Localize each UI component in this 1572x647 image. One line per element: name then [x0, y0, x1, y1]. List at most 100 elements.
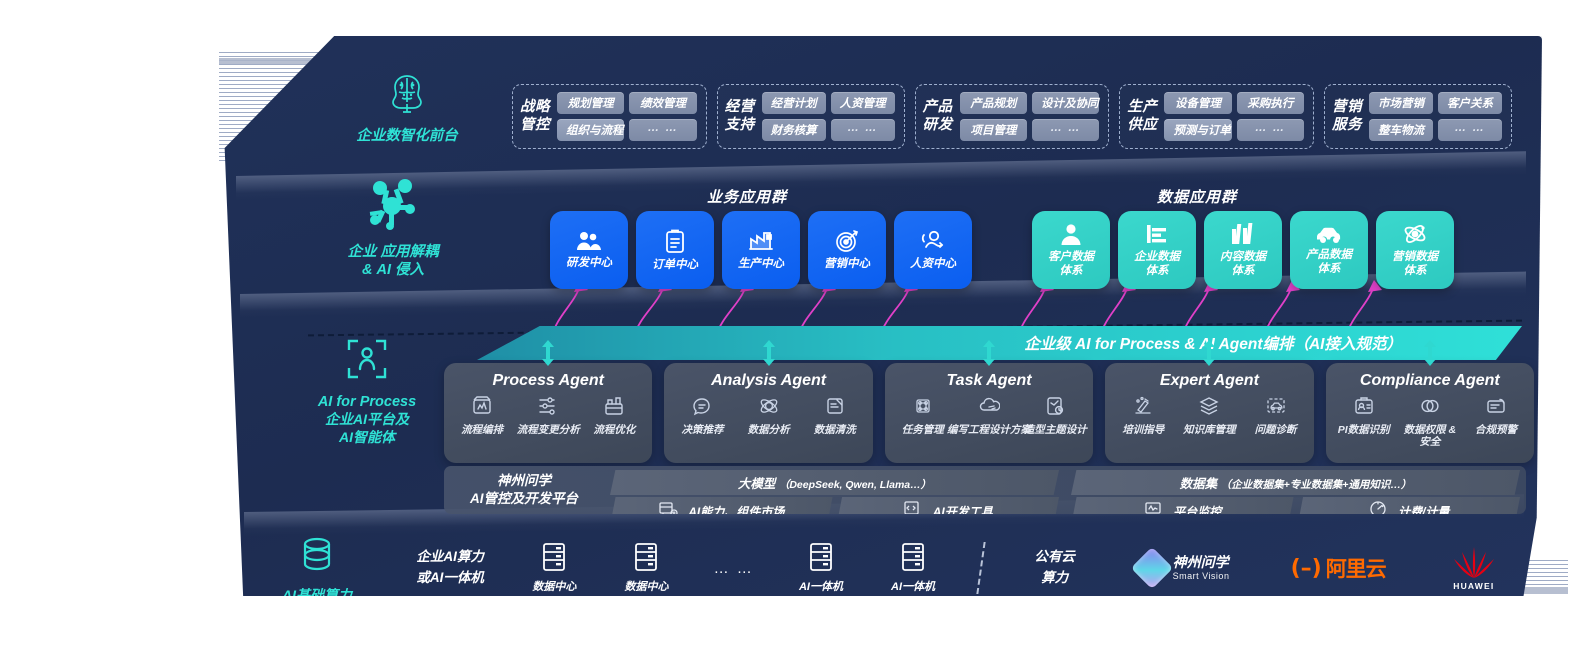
domain-box-manufacturing-supply[interactable]: 生产 供应 设备管理 采购执行 预测与订单 … …	[1119, 84, 1315, 149]
agent-capability[interactable]: 造型主题设计	[1023, 395, 1087, 437]
id-card-icon	[1353, 395, 1375, 422]
clipboard-icon	[664, 228, 686, 254]
infra-node-ai-appliance-2[interactable]: AI一体机	[867, 542, 959, 595]
rail-ai-for-process: AI for Process 企业AI平台及 AI智能体	[282, 336, 452, 447]
data-card-enterprise[interactable]: 企业数据 体系	[1118, 211, 1196, 289]
agent-card-analysis[interactable]: Analysis Agent 决策推荐	[664, 340, 873, 463]
capability-label: 问题诊断	[1254, 424, 1297, 436]
platform-cell-dev-tools[interactable]: AI开发工具	[836, 497, 1059, 514]
app-card-production-center[interactable]: 生产中心	[722, 211, 800, 289]
agent-capability[interactable]: 任务管理	[891, 395, 955, 437]
design-doc-icon	[1044, 395, 1066, 422]
agent-card-compliance[interactable]: Compliance Agent PI数据识别	[1325, 340, 1535, 463]
chip[interactable]: 采购执行	[1236, 92, 1305, 114]
data-card-label-line2: 体系	[1403, 264, 1427, 277]
platform-models-section: 大模型 （DeepSeek, Qwen, Llama…） AI能力、组件市场	[604, 466, 1065, 514]
chip-more[interactable]: … …	[830, 119, 895, 141]
chip[interactable]: 组织与流程	[557, 119, 625, 141]
chip[interactable]: 市场营销	[1369, 92, 1434, 114]
infra-node-datacenter-2[interactable]: 数据中心	[600, 542, 692, 595]
logo-subname: Smart Vision	[1172, 570, 1230, 581]
chip[interactable]: 产品规划	[959, 92, 1027, 114]
data-card-customer[interactable]: 客户数据 体系	[1032, 211, 1110, 289]
infra-enterprise-compute: 企业AI算力 或AI一体机	[392, 549, 508, 587]
domain-title-line2: 服务	[1332, 116, 1363, 133]
infra-label-line2: 或AI一体机	[416, 570, 484, 585]
agent-capability[interactable]: 流程变更分析	[516, 395, 580, 437]
agent-capability[interactable]: 合规预警	[1464, 395, 1528, 448]
chip[interactable]: 设备管理	[1164, 92, 1232, 114]
agent-capability[interactable]: 流程优化	[582, 395, 646, 437]
agent-capability[interactable]: 编写工程设计方案	[947, 395, 1031, 437]
agent-capability[interactable]: 培训指导	[1111, 395, 1175, 437]
agent-capability[interactable]: 流程编排	[450, 395, 514, 437]
infrastructure-row: 企业AI算力 或AI一体机 数据中心	[392, 528, 1532, 596]
chip-more[interactable]: … …	[629, 119, 697, 141]
building-icon	[1145, 222, 1169, 246]
domain-box-product-rnd[interactable]: 产品 研发 产品规划 设计及协同 项目管理 … …	[914, 84, 1110, 149]
app-card-label: 营销中心	[824, 258, 870, 271]
rail-label-line1: AI for Process	[317, 394, 417, 410]
app-card-order-center[interactable]: 订单中心	[636, 211, 714, 289]
person-scan-icon	[282, 336, 452, 387]
infra-label-line1: 公有云	[1034, 549, 1075, 565]
platform-cell-monitoring[interactable]: 平台监控	[1071, 497, 1294, 514]
logo-aliyun[interactable]: (–) 阿里云	[1261, 553, 1416, 583]
domain-title-line1: 战略	[520, 99, 550, 116]
chip-more[interactable]: … …	[1236, 119, 1305, 141]
large-model-header[interactable]: 大模型 （DeepSeek, Qwen, Llama…）	[610, 470, 1059, 495]
platform-name-line2: AI管控及开发平台	[470, 491, 578, 506]
logo-smart-vision[interactable]: 神州问学 Smart Vision	[1105, 546, 1260, 590]
data-card-product[interactable]: 产品数据 体系	[1290, 211, 1368, 289]
infra-node-ai-appliance-1[interactable]: AI一体机	[775, 542, 867, 595]
data-card-content[interactable]: 内容数据 体系	[1204, 211, 1282, 289]
capability-label: 合规预警	[1474, 424, 1517, 436]
logo-name: 神州问学	[1172, 554, 1229, 571]
dataset-header[interactable]: 数据集 （企业数据集+专业数据集+通用知识…）	[1071, 470, 1520, 495]
infra-label: 数据中心	[624, 580, 669, 593]
domain-box-marketing-service[interactable]: 营销 服务 市场营销 客户关系 整车物流 … …	[1324, 84, 1513, 149]
chip-more[interactable]: … …	[1032, 119, 1100, 141]
chip[interactable]: 经营计划	[761, 92, 826, 114]
chip[interactable]: 预测与订单	[1164, 119, 1232, 141]
chip-more[interactable]: … …	[1438, 119, 1503, 141]
agent-capability[interactable]: PI数据识别	[1332, 395, 1396, 448]
platform-cell-label: AI开发工具	[932, 505, 993, 514]
dashed-divider-vertical	[976, 542, 987, 594]
chip[interactable]: 绩效管理	[629, 92, 697, 114]
agent-card-task[interactable]: Task Agent 任务管理	[884, 340, 1094, 463]
app-card-marketing-center[interactable]: 营销中心	[808, 211, 886, 289]
domain-title-line1: 营销	[1332, 99, 1363, 116]
data-card-marketing[interactable]: 营销数据 体系	[1376, 211, 1454, 289]
agent-card-process[interactable]: Process Agent 流程编排	[444, 340, 653, 463]
chip[interactable]: 客户关系	[1438, 92, 1503, 114]
platform-cell-ai-market[interactable]: AI能力、组件市场	[610, 497, 833, 514]
data-clean-icon	[824, 395, 846, 422]
infra-more-indicator: … …	[693, 560, 775, 577]
agent-card-expert[interactable]: Expert Agent 培训指导	[1105, 340, 1314, 463]
app-card-hr-center[interactable]: 人资中心	[894, 211, 972, 289]
app-card-rnd-center[interactable]: 研发中心	[550, 211, 628, 289]
chip[interactable]: 整车物流	[1369, 119, 1434, 141]
agent-capability[interactable]: 数据清洗	[803, 395, 867, 437]
capability-label: 培训指导	[1122, 424, 1165, 436]
logo-huawei[interactable]: HUAWEI	[1416, 545, 1532, 591]
agent-capability[interactable]: 知识库管理	[1177, 395, 1241, 437]
chip[interactable]: 规划管理	[557, 92, 625, 114]
agent-capability[interactable]: 数据权限 & 安全	[1398, 395, 1462, 448]
capability-label: 编写工程设计方案	[947, 424, 1032, 436]
agent-capability[interactable]: 问题诊断	[1244, 395, 1308, 437]
chip[interactable]: 人资管理	[830, 92, 895, 114]
chip[interactable]: 设计及协同	[1032, 92, 1100, 114]
infra-label-line1: 企业AI算力	[416, 549, 484, 565]
platform-cell-billing[interactable]: 计费/计量	[1297, 497, 1520, 514]
platform-cell-label: 计费/计量	[1398, 505, 1450, 514]
domain-box-strategy[interactable]: 战略 管控 规划管理 绩效管理 组织与流程 … …	[512, 84, 707, 149]
chip[interactable]: 项目管理	[959, 119, 1027, 141]
infra-label: AI一体机	[798, 580, 843, 593]
agent-capability[interactable]: 决策推荐	[670, 395, 734, 437]
chip[interactable]: 财务核算	[761, 119, 826, 141]
domain-box-operations[interactable]: 经营 支持 经营计划 人资管理 财务核算 … …	[716, 84, 905, 149]
infra-node-datacenter-1[interactable]: 数据中心	[508, 542, 600, 595]
agent-capability[interactable]: 数据分析	[737, 395, 801, 437]
